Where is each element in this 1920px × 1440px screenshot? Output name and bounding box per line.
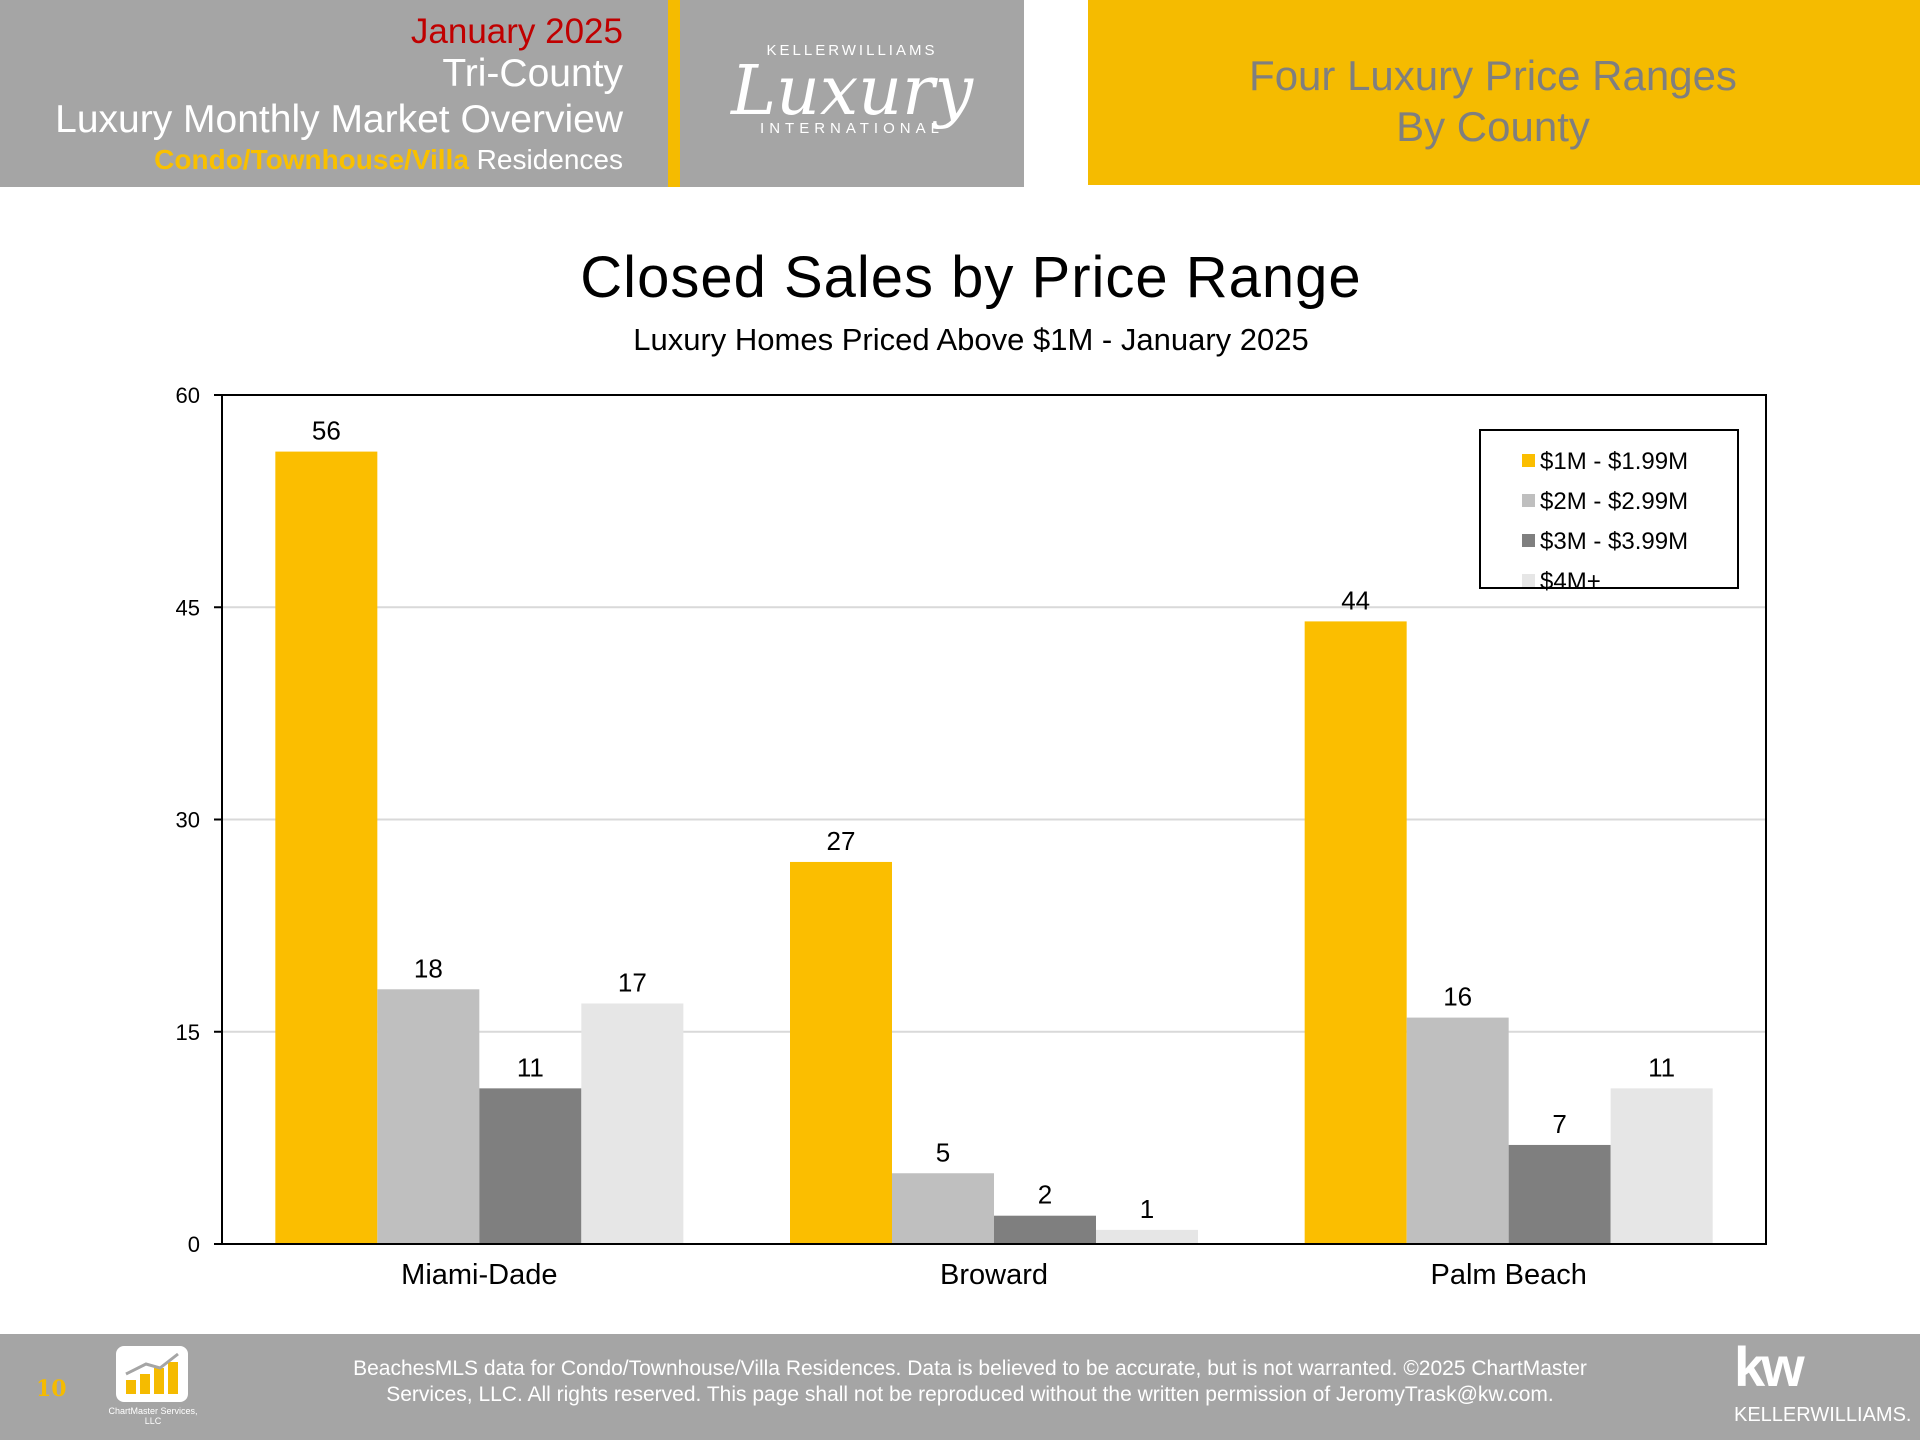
y-tick-label: 15	[176, 1020, 200, 1045]
data-label: 17	[618, 967, 647, 997]
legend-label: $3M - $3.99M	[1540, 528, 1688, 555]
bar	[377, 989, 480, 1244]
chartmaster-logo-icon	[116, 1346, 188, 1402]
data-label: 18	[414, 953, 443, 983]
section-banner: Four Luxury Price Ranges By County	[1088, 0, 1920, 185]
bar	[1610, 1088, 1713, 1244]
data-label: 44	[1341, 585, 1370, 615]
chart-title: Closed Sales by Price Range	[580, 245, 1362, 310]
y-tick-label: 60	[176, 383, 200, 408]
data-label: 7	[1552, 1109, 1566, 1139]
data-label: 56	[312, 416, 341, 446]
property-type: Condo/Townhouse/Villa Residences	[154, 144, 623, 176]
report-region: Tri-County	[442, 52, 623, 95]
x-tick-label: Broward	[940, 1259, 1048, 1291]
legend-swatch	[1522, 534, 1535, 547]
x-tick-label: Palm Beach	[1430, 1259, 1586, 1291]
bar-chart-icon	[125, 1352, 179, 1394]
report-date: January 2025	[410, 12, 623, 51]
property-type-suffix: Residences	[468, 144, 623, 175]
legend-label: $1M - $1.99M	[1540, 448, 1688, 475]
bar	[275, 451, 378, 1245]
chartmaster-logo-text: ChartMaster Services, LLC	[108, 1406, 198, 1426]
bar	[790, 861, 892, 1244]
legend-swatch	[1522, 454, 1535, 467]
header-panel: January 2025 Tri-County Luxury Monthly M…	[0, 0, 668, 187]
x-tick-label: Miami-Dade	[401, 1259, 557, 1291]
logo-brand-top: KELLERWILLIAMS	[766, 42, 938, 59]
legend-label: $2M - $2.99M	[1540, 488, 1688, 515]
plot-area-border	[221, 394, 1767, 1245]
bar	[581, 1003, 684, 1244]
page-number: 10	[36, 1376, 67, 1402]
data-label: 27	[827, 826, 856, 856]
y-tick-label: 0	[188, 1232, 200, 1257]
kw-logo-mark: kw	[1734, 1335, 1805, 1398]
header-divider	[668, 0, 680, 187]
legend-label: $4M+	[1540, 568, 1601, 595]
bar	[1508, 1144, 1611, 1244]
footer: 10 ChartMaster Services, LLC BeachesMLS …	[0, 1334, 1920, 1440]
disclaimer-line-1: BeachesMLS data for Condo/Townhouse/Vill…	[353, 1357, 1587, 1380]
y-tick-label: 45	[176, 595, 200, 620]
legend-swatch	[1522, 574, 1535, 587]
bar	[1406, 1017, 1509, 1244]
y-tick-label: 30	[176, 808, 200, 833]
data-label: 11	[517, 1052, 544, 1082]
kw-logo-name: KELLERWILLIAMS.	[1734, 1404, 1912, 1426]
chart-subtitle: Luxury Homes Priced Above $1M - January …	[633, 322, 1309, 357]
logo-brand-bottom: INTERNATIONAL	[760, 120, 944, 137]
property-type-highlight: Condo/Townhouse/Villa	[154, 144, 469, 175]
kw-luxury-logo: KELLERWILLIAMS Luxury INTERNATIONAL	[680, 0, 1024, 187]
legend-swatch	[1522, 494, 1535, 507]
bar-chart: 0 15 30 45 60 56 18 11 17 Miami-Dade 27 5 2 1 Broward 4…	[176, 383, 1767, 1291]
disclaimer-line-2: Services, LLC. All rights reserved. This…	[386, 1383, 1554, 1406]
data-label: 1	[1140, 1194, 1154, 1224]
bar	[479, 1088, 582, 1244]
bar	[994, 1215, 1096, 1244]
data-label: 11	[1648, 1052, 1675, 1082]
data-label: 5	[936, 1137, 950, 1167]
disclaimer: BeachesMLS data for Condo/Townhouse/Vill…	[240, 1356, 1700, 1408]
banner-line-1: Four Luxury Price Ranges	[1249, 52, 1737, 99]
bar	[1304, 621, 1407, 1244]
data-label: 16	[1443, 982, 1472, 1012]
report-title: Luxury Monthly Market Overview	[55, 98, 623, 141]
banner-line-2: By County	[1396, 103, 1590, 150]
logo-brand-script: Luxury	[730, 52, 974, 131]
bar	[892, 1173, 994, 1244]
data-label: 2	[1038, 1180, 1052, 1210]
bar	[1096, 1229, 1198, 1244]
